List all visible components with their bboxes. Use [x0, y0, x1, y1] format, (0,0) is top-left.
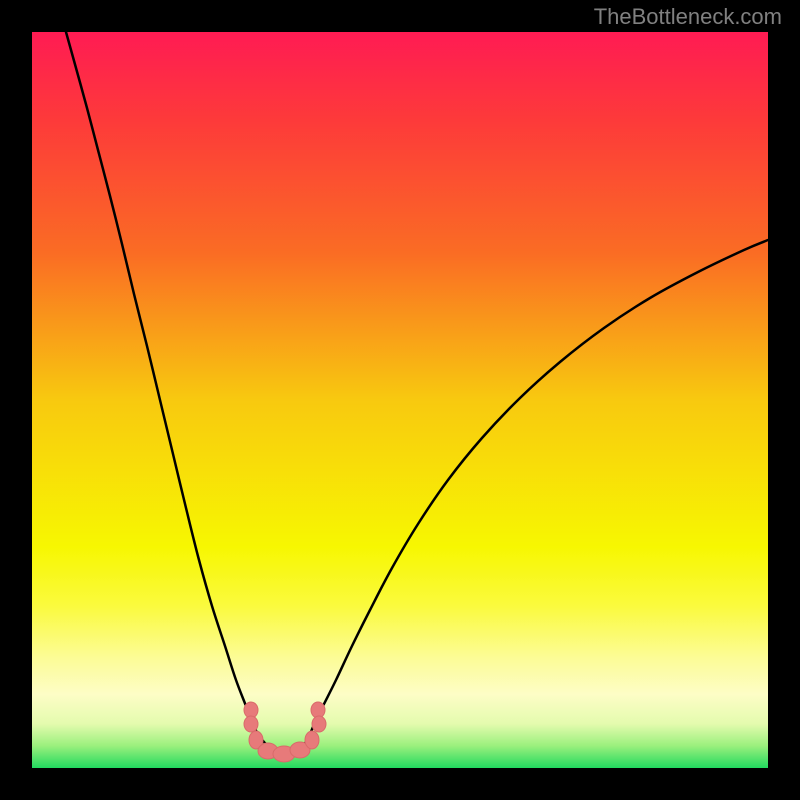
bottleneck-plot [0, 0, 800, 800]
gradient-background [32, 32, 768, 768]
watermark-text: TheBottleneck.com [594, 4, 782, 30]
